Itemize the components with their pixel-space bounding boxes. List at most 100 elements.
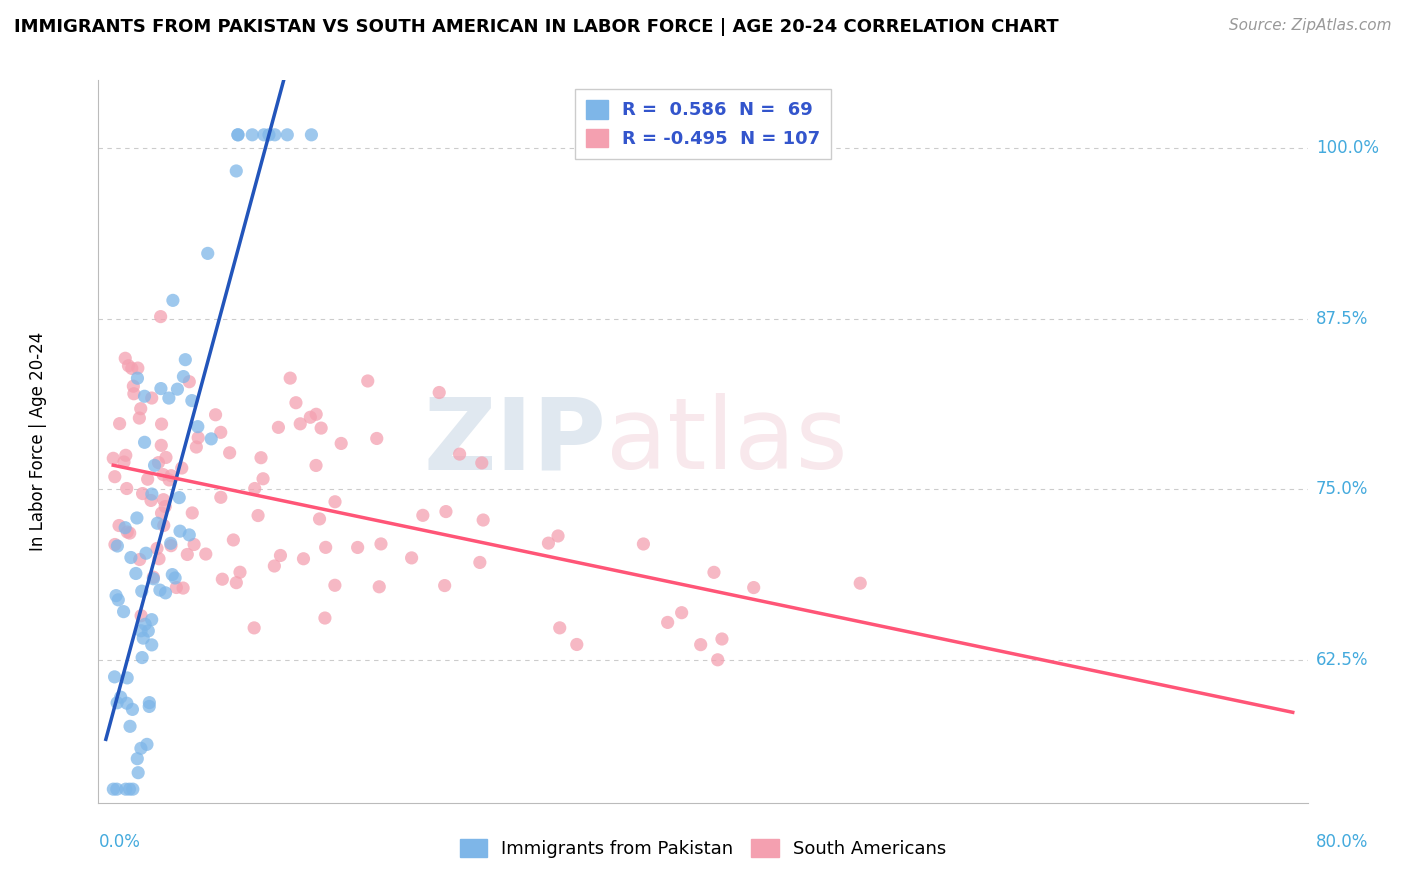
Point [104, 537, 127, 551]
Text: 62.5%: 62.5% [1316, 650, 1368, 669]
Point [703, 566, 725, 580]
Point [150, 417, 173, 431]
Point [131, 584, 153, 599]
Point [134, 435, 156, 450]
Point [155, 450, 177, 465]
Point [263, 128, 285, 142]
Point [172, 369, 194, 384]
Point [138, 696, 160, 710]
Point [290, 417, 312, 431]
Point [114, 782, 136, 797]
Point [243, 482, 266, 496]
Point [103, 451, 125, 466]
Point [141, 613, 163, 627]
Point [152, 467, 174, 482]
Point [121, 361, 143, 376]
Point [366, 432, 388, 446]
Point [179, 528, 201, 542]
Point [141, 638, 163, 652]
Point [146, 516, 169, 531]
Point [150, 438, 173, 452]
Point [226, 128, 249, 142]
Point [120, 550, 142, 565]
Point [143, 458, 166, 473]
Point [125, 511, 148, 525]
Point [197, 246, 219, 260]
Point [139, 493, 162, 508]
Point [138, 699, 160, 714]
Point [308, 512, 330, 526]
Point [633, 537, 655, 551]
Point [174, 352, 197, 367]
Point [146, 541, 169, 556]
Point [149, 310, 172, 324]
Point [305, 407, 328, 421]
Point [127, 371, 149, 385]
Point [346, 541, 368, 555]
Point [284, 395, 307, 409]
Point [257, 128, 280, 142]
Text: Source: ZipAtlas.com: Source: ZipAtlas.com [1229, 18, 1392, 33]
Point [187, 419, 209, 434]
Point [226, 128, 249, 142]
Point [114, 351, 136, 366]
Point [135, 546, 157, 560]
Point [368, 580, 391, 594]
Point [112, 605, 135, 619]
Point [657, 615, 679, 630]
Point [112, 455, 135, 469]
Point [160, 539, 183, 553]
Point [162, 293, 184, 308]
Point [128, 552, 150, 566]
Point [118, 719, 141, 733]
Text: atlas: atlas [606, 393, 848, 490]
Point [128, 411, 150, 425]
Point [547, 529, 569, 543]
Point [427, 385, 450, 400]
Point [108, 417, 131, 431]
Point [122, 379, 145, 393]
Point [225, 575, 247, 590]
Point [278, 371, 301, 385]
Point [115, 696, 138, 710]
Point [370, 537, 392, 551]
Point [471, 456, 494, 470]
Point [127, 361, 149, 376]
Point [183, 537, 205, 551]
Point [330, 436, 353, 450]
Point [157, 391, 180, 405]
Point [299, 128, 322, 142]
Point [269, 549, 291, 563]
Point [127, 765, 149, 780]
Text: ZIP: ZIP [423, 393, 606, 490]
Point [105, 589, 128, 603]
Point [121, 782, 143, 797]
Point [849, 576, 872, 591]
Point [472, 513, 495, 527]
Point [276, 128, 298, 142]
Point [131, 486, 153, 500]
Point [169, 524, 191, 538]
Point [179, 375, 201, 389]
Point [117, 359, 139, 373]
Point [165, 571, 187, 585]
Point [150, 506, 173, 520]
Point [222, 533, 245, 547]
Point [103, 782, 125, 797]
Point [548, 621, 571, 635]
Point [149, 583, 172, 598]
Point [118, 782, 141, 797]
Point [149, 382, 172, 396]
Point [121, 702, 143, 716]
Point [155, 586, 177, 600]
Point [225, 164, 247, 178]
Point [105, 539, 128, 553]
Point [136, 472, 159, 486]
Point [309, 421, 332, 435]
Point [218, 446, 240, 460]
Point [689, 638, 711, 652]
Point [172, 581, 194, 595]
Point [710, 632, 733, 646]
Point [134, 617, 156, 632]
Point [240, 128, 263, 142]
